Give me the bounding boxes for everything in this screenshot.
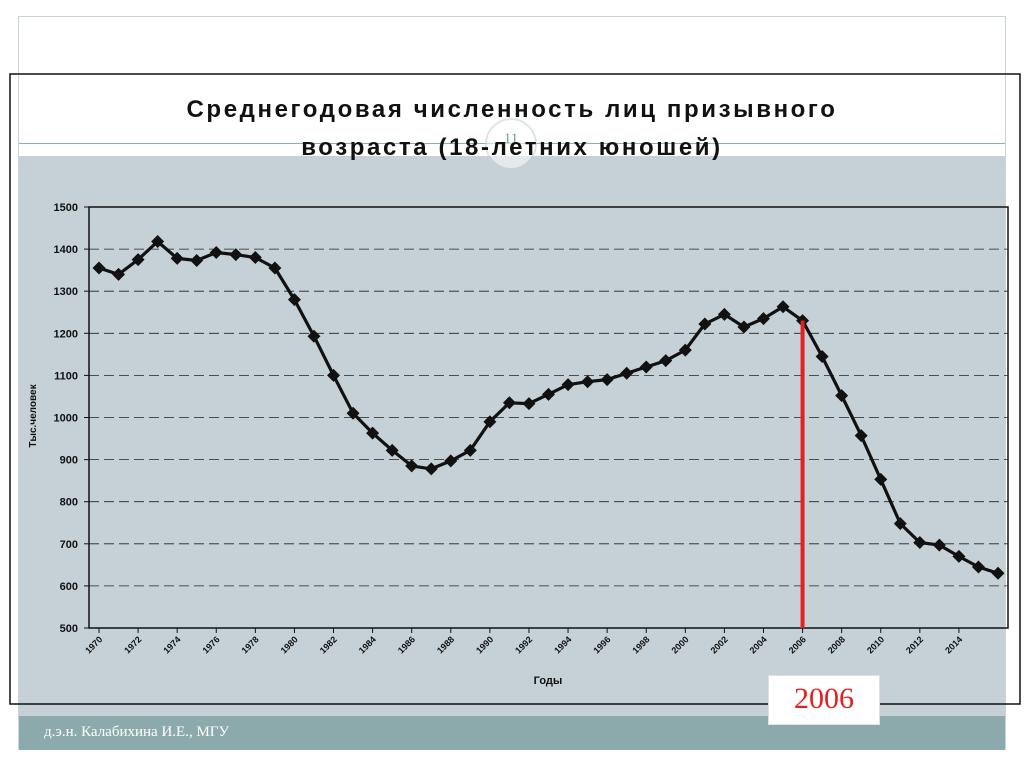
data-point xyxy=(835,389,849,403)
data-point xyxy=(971,560,985,574)
data-point xyxy=(952,549,966,563)
data-point xyxy=(268,261,282,275)
data-point xyxy=(620,366,634,380)
x-tick-label: 1982 xyxy=(318,634,339,655)
chart-title-line-2: возраста (18-летних юношей) xyxy=(301,134,723,161)
y-tick-label: 600 xyxy=(60,581,78,593)
x-tick-label: 1976 xyxy=(200,634,221,655)
data-point xyxy=(756,312,770,326)
data-point xyxy=(893,517,907,531)
data-point xyxy=(209,245,223,259)
y-tick-label: 1500 xyxy=(54,202,78,214)
data-point xyxy=(112,267,126,281)
x-tick-label: 2012 xyxy=(904,634,925,655)
data-point xyxy=(874,472,888,486)
data-point xyxy=(444,454,458,468)
data-point xyxy=(737,320,751,334)
x-axis-label: Годы xyxy=(534,675,563,687)
x-tick-label: 1970 xyxy=(83,634,104,655)
x-tick-label: 1984 xyxy=(357,634,378,655)
y-tick-label: 1400 xyxy=(54,244,78,256)
highlight-year-label: 2006 xyxy=(794,682,854,715)
y-tick-label: 1000 xyxy=(54,413,78,425)
x-tick-label: 1996 xyxy=(591,634,612,655)
x-tick-label: 1992 xyxy=(513,634,534,655)
gridlines xyxy=(89,248,1008,587)
y-tick-label: 800 xyxy=(60,497,78,509)
data-point xyxy=(405,459,419,473)
data-point xyxy=(542,387,555,401)
y-tick-label: 1300 xyxy=(54,286,78,298)
data-point xyxy=(522,397,536,411)
y-tick-label: 700 xyxy=(60,539,78,551)
data-point xyxy=(561,378,575,392)
data-point xyxy=(307,329,321,343)
data-point xyxy=(581,375,595,389)
y-tick-label: 1100 xyxy=(54,370,78,382)
data-point xyxy=(991,566,1005,580)
data-point xyxy=(678,343,692,357)
x-tick-label: 1978 xyxy=(240,634,261,655)
x-tick-label: 2008 xyxy=(826,634,847,655)
slide-number-badge xyxy=(485,118,537,170)
chart-frame xyxy=(9,73,1021,705)
x-tick-label: 1986 xyxy=(396,634,417,655)
data-point xyxy=(366,426,380,440)
data-point xyxy=(131,253,145,267)
x-axis-ticks: 1970 1972 1974 1976 1978 1980 1982 1984 1986 1988… xyxy=(83,628,964,656)
data-point xyxy=(170,251,184,265)
x-tick-label: 1974 xyxy=(161,634,182,655)
x-tick-label: 2002 xyxy=(709,634,730,655)
x-tick-label: 1988 xyxy=(435,634,456,655)
data-point xyxy=(287,293,301,307)
data-point xyxy=(151,235,165,249)
data-point xyxy=(483,415,497,429)
data-point xyxy=(913,536,927,550)
data-point xyxy=(424,462,438,476)
slide-number: 11 xyxy=(503,131,519,147)
y-tick-label: 500 xyxy=(60,623,78,635)
x-tick-label: 1980 xyxy=(279,634,300,655)
data-point xyxy=(639,360,653,374)
data-point xyxy=(229,248,243,262)
x-tick-label: 1998 xyxy=(630,634,651,655)
data-point xyxy=(932,538,946,552)
data-point xyxy=(698,317,712,331)
data-point xyxy=(190,253,204,267)
data-point xyxy=(385,443,399,457)
x-tick-label: 1972 xyxy=(122,634,143,655)
data-point xyxy=(776,300,790,314)
data-point xyxy=(327,368,341,382)
data-point xyxy=(248,251,262,265)
highlight-year-badge xyxy=(768,675,880,725)
x-tick-label: 1990 xyxy=(474,634,495,655)
x-tick-label: 2004 xyxy=(748,634,769,655)
data-point xyxy=(854,429,868,443)
y-tick-label: 1200 xyxy=(54,328,78,340)
data-point xyxy=(815,349,829,363)
series-markers xyxy=(92,235,1005,580)
data-point xyxy=(717,307,731,321)
data-point xyxy=(502,396,516,410)
x-tick-label: 1994 xyxy=(552,634,573,655)
data-point xyxy=(92,261,106,275)
data-point xyxy=(463,443,477,457)
x-tick-label: 2014 xyxy=(943,634,964,655)
y-axis-label: Тыс.человек xyxy=(28,383,39,447)
data-point xyxy=(346,406,360,420)
x-tick-label: 2006 xyxy=(787,634,808,655)
data-point xyxy=(659,354,673,368)
data-point xyxy=(600,373,614,387)
footer-author: д.э.н. Калабихина И.Е., МГУ xyxy=(44,724,230,740)
x-tick-label: 2000 xyxy=(669,634,690,655)
chart-title-line-1: Среднегодовая численность лиц призывного xyxy=(186,96,838,123)
y-tick-label: 900 xyxy=(60,455,78,467)
y-axis-ticks: 500 600 700 800 900 1000 1100 1200 1300 1400 1500 xyxy=(54,202,89,635)
x-tick-label: 2010 xyxy=(865,634,886,655)
